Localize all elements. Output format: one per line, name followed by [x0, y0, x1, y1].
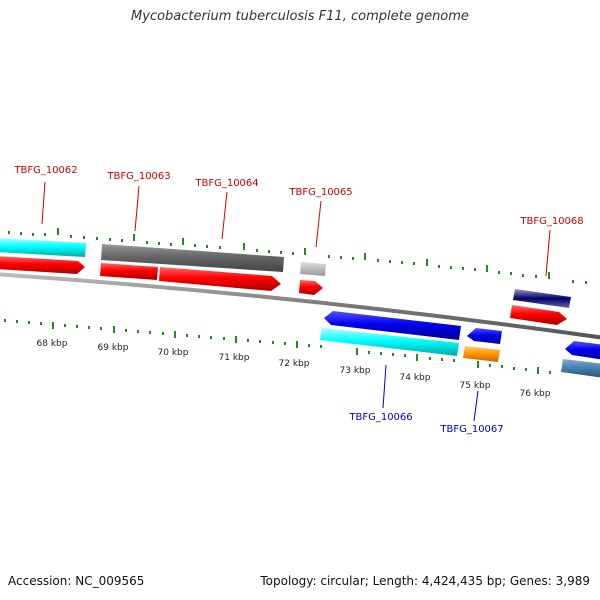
- reverse-tick-ruler: [4, 319, 551, 374]
- cds-arrow-right-edge[interactable]: [565, 341, 600, 360]
- cds-arrow-tbfg-10062[interactable]: [0, 256, 85, 274]
- cyan-feature-forward: [0, 238, 86, 257]
- tick-label-74: 74 kbp: [400, 373, 431, 383]
- ruler-labels: 68 kbp 69 kbp 70 kbp 71 kbp 72 kbp 73 kb…: [37, 339, 551, 399]
- tick-label-69: 69 kbp: [98, 343, 129, 353]
- tick-label-68: 68 kbp: [37, 339, 68, 349]
- cds-arrow-tbfg-10064[interactable]: [159, 267, 281, 291]
- cds-arrow-tbfg-10068[interactable]: [510, 305, 567, 325]
- gene-label-tbfg-10065: TBFG_10065: [288, 187, 352, 198]
- cds-arrow-tbfg-10063[interactable]: [100, 263, 158, 280]
- gene-labels: TBFG_10062 TBFG_10063 TBFG_10064 TBFG_10…: [13, 165, 583, 435]
- tick-label-75: 75 kbp: [460, 381, 491, 391]
- gene-label-tbfg-10068: TBFG_10068: [519, 216, 583, 227]
- lightgray-feature-forward: [300, 262, 326, 276]
- genome-backbone: [0, 272, 600, 340]
- tick-label-71: 71 kbp: [219, 353, 250, 363]
- navy-feature-forward: [513, 289, 571, 308]
- tick-label-76: 76 kbp: [520, 389, 551, 399]
- accession-text: Accession: NC_009565: [8, 574, 145, 588]
- orange-feature-reverse: [463, 346, 500, 362]
- cds-arrow-tbfg-10067[interactable]: [467, 328, 502, 344]
- gene-label-tbfg-10066: TBFG_10066: [348, 412, 412, 423]
- label-leader-lines: [41, 181, 551, 422]
- tick-label-70: 70 kbp: [158, 348, 189, 358]
- topology-text: Topology: circular; Length: 4,424,435 bp…: [260, 574, 590, 588]
- gene-label-tbfg-10063: TBFG_10063: [106, 171, 170, 182]
- tick-label-73: 73 kbp: [340, 366, 371, 376]
- cyan-feature-reverse: [320, 328, 459, 356]
- cds-arrow-tbfg-10066[interactable]: [324, 311, 461, 340]
- map-title: Mycobacterium tuberculosis F11, complete…: [131, 9, 469, 24]
- gene-label-tbfg-10067: TBFG_10067: [439, 424, 503, 435]
- gene-label-tbfg-10064: TBFG_10064: [194, 178, 258, 189]
- steel-feature-reverse: [561, 359, 600, 378]
- gene-label-tbfg-10062: TBFG_10062: [13, 165, 77, 176]
- gray-feature-forward: [101, 244, 284, 272]
- cds-arrow-tbfg-10065[interactable]: [299, 280, 323, 295]
- forward-tick-ruler: [8, 228, 587, 284]
- tick-label-72: 72 kbp: [279, 359, 310, 369]
